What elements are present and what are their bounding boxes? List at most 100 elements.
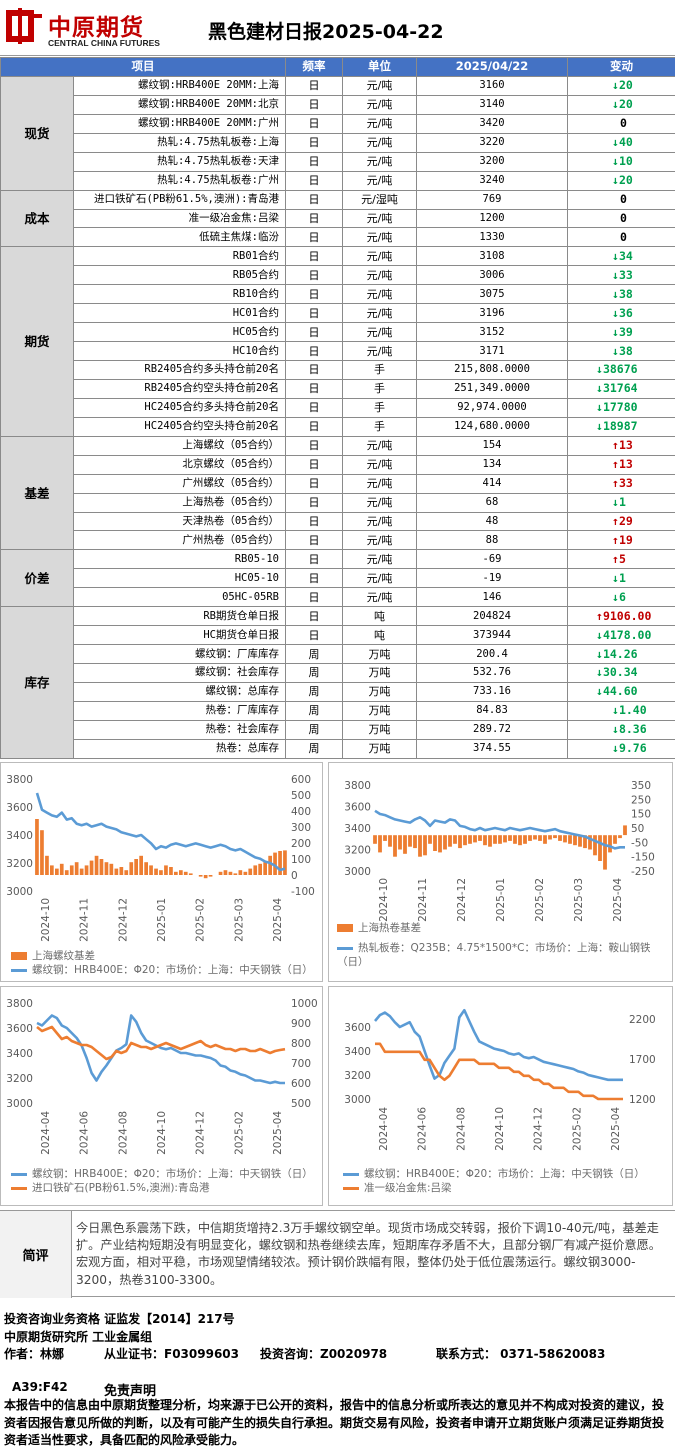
frequency-cell: 日 (286, 436, 343, 455)
legend-item: 螺纹钢：HRB400E：Φ20：市场价：上海：中天钢铁（日） (11, 963, 316, 977)
unit-cell: 元/吨 (343, 493, 417, 512)
legend-label: 上海螺纹基差 (32, 950, 95, 962)
value-cell: 733.16 (417, 682, 568, 701)
unit-cell: 万吨 (343, 701, 417, 720)
logo-mark-icon (4, 8, 44, 44)
item-cell: 热轧:4.75热轧板卷:上海 (74, 133, 286, 152)
unit-cell: 元/吨 (343, 95, 417, 114)
bar-mark (244, 872, 248, 875)
change-value: 1.40 (619, 703, 647, 717)
logo-english-text: CENTRAL CHINA FUTURES (48, 38, 160, 48)
unit-cell: 吨 (343, 607, 417, 626)
y-right-tick-label: 1000 (291, 998, 318, 1010)
frequency-cell: 周 (286, 664, 343, 683)
bar-mark (120, 867, 124, 875)
y-left-tick-label: 3400 (344, 1046, 371, 1058)
unit-cell: 元/吨 (343, 550, 417, 569)
legend-line-swatch (11, 1173, 27, 1176)
bar-mark (593, 835, 597, 855)
change-cell: ↓44.60 (568, 682, 675, 701)
arrow-down-icon: ↓ (612, 495, 619, 509)
y-right-tick-label: -100 (291, 886, 315, 898)
change-cell: ↓38676 (568, 361, 675, 380)
y-left-tick-label: 3200 (6, 1073, 33, 1085)
change-value: 4178.00 (603, 628, 651, 642)
bar-mark (85, 865, 89, 875)
y-left-tick-label: 3400 (6, 1048, 33, 1060)
change-value: 39 (619, 325, 633, 339)
change-value: 17780 (603, 400, 638, 414)
bar-mark (568, 835, 572, 844)
y-right-tick-label: 300 (291, 822, 311, 834)
legend-line-swatch (11, 1187, 27, 1190)
unit-cell: 万吨 (343, 645, 417, 664)
change-value: 6 (619, 590, 626, 604)
column-header-date: 2025/04/22 (417, 58, 568, 77)
bar-mark (498, 835, 502, 844)
y-left-tick-label: 3400 (344, 823, 371, 835)
chart-legend: 上海螺纹基差 螺纹钢：HRB400E：Φ20：市场价：上海：中天钢铁（日） (11, 949, 316, 977)
change-value: 14.26 (603, 647, 638, 661)
unit-cell: 元/湿吨 (343, 190, 417, 209)
change-cell: ↑5 (568, 550, 675, 569)
x-tick-label: 2024-10 (378, 878, 390, 922)
value-cell: 3420 (417, 114, 568, 133)
arrow-down-icon: ↓ (612, 306, 619, 320)
change-value: 20 (619, 78, 633, 92)
bar-mark (199, 875, 203, 877)
bar-mark (523, 835, 527, 844)
y-right-tick-label: 50 (631, 823, 644, 835)
bar-mark (75, 862, 79, 875)
unit-cell: 手 (343, 379, 417, 398)
change-cell: ↓1.40 (568, 701, 675, 720)
y-right-tick-label: 1200 (629, 1094, 656, 1106)
change-cell: ↓33 (568, 266, 675, 285)
value-cell: 3196 (417, 304, 568, 323)
change-cell: ↑19 (568, 531, 675, 550)
unit-cell: 吨 (343, 626, 417, 645)
bar-mark (124, 870, 128, 875)
consulting-number: 投资咨询：Z0020978 (260, 1346, 387, 1364)
bar-mark (443, 835, 447, 849)
bar-mark (383, 835, 387, 841)
bar-mark (184, 872, 188, 875)
report-title: 黑色建材日报2025-04-22 (208, 17, 444, 44)
change-cell: ↑9106.00 (568, 607, 675, 626)
change-value: 30.34 (603, 665, 638, 679)
y-left-tick-label: 3200 (344, 1070, 371, 1082)
bar-mark (398, 835, 402, 849)
unit-cell: 元/吨 (343, 266, 417, 285)
category-cell: 基差 (1, 436, 74, 550)
value-cell: 92,974.0000 (417, 398, 568, 417)
value-cell: 3220 (417, 133, 568, 152)
frequency-cell: 日 (286, 304, 343, 323)
y-right-tick-label: 1700 (629, 1054, 656, 1066)
bar-mark (553, 835, 557, 838)
x-tick-label: 2025-04 (272, 898, 284, 942)
item-cell: HC01合约 (74, 304, 286, 323)
column-header-frequency: 频率 (286, 58, 343, 77)
bar-mark (129, 862, 133, 875)
y-right-tick-label: 900 (291, 1018, 311, 1030)
item-cell: RB10合约 (74, 285, 286, 304)
bar-mark (110, 864, 114, 875)
frequency-cell: 日 (286, 550, 343, 569)
item-cell: 天津热卷（05合约） (74, 512, 286, 531)
change-cell: ↑13 (568, 436, 675, 455)
frequency-cell: 日 (286, 398, 343, 417)
bar-mark (623, 825, 627, 835)
bar-mark (518, 835, 522, 845)
author-line: 作者：林娜 从业证书：F03099603 投资咨询：Z0020978 联系方式：… (4, 1346, 672, 1364)
unit-cell: 元/吨 (343, 171, 417, 190)
legend-line-swatch (343, 1187, 359, 1190)
value-cell: 251,349.0000 (417, 379, 568, 398)
bar-mark (115, 869, 119, 875)
disclaimer-text: 本报告中的信息由中原期货整理分析，均来源于已公开的资料，报告中的信息分析或所表达… (4, 1397, 672, 1450)
legend-line-swatch (11, 969, 27, 972)
